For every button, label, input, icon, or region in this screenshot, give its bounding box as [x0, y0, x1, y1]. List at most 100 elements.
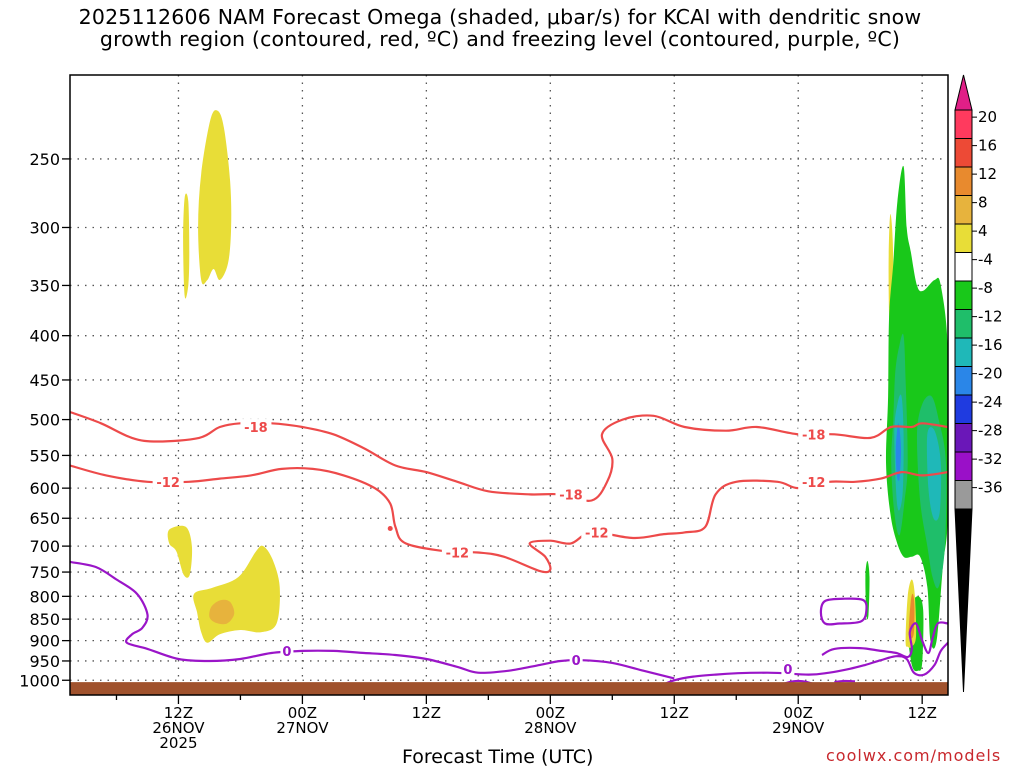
freezing-contour-late-main	[642, 641, 948, 695]
credit-link[interactable]: coolwx.com/models	[826, 746, 1002, 765]
colorbar-top-arrow	[954, 74, 973, 111]
contour-line-1	[70, 464, 948, 574]
y-tick-label-900: 900	[29, 632, 60, 651]
colorbar-label-11: -28	[978, 422, 1003, 440]
contour-label-2-0: 0	[282, 645, 291, 660]
omega-late-blue	[895, 423, 902, 481]
colorbar: 20 16 12 8 4 -4 -8 -12 -16 -20 -24 -28 -32 -36	[954, 74, 1003, 693]
contour-label-bg-2-2	[781, 660, 795, 677]
title-line-2: growth region (contoured, red, ºC) and f…	[99, 27, 901, 51]
y-tick-label-600: 600	[29, 479, 60, 498]
y-tick-label-250: 250	[29, 150, 60, 169]
contour-label-1-2: -12	[585, 526, 609, 541]
colorbar-label-1: 16	[978, 137, 997, 155]
y-tick-label-450: 450	[29, 371, 60, 390]
contour-label-bg-1-1	[441, 544, 473, 561]
temperature-contours: -18 -18 -18 -12 -12 -12 -12 0 0 0	[70, 410, 948, 680]
colorbar-segment-2	[954, 166, 973, 196]
omega-upper-small-blob	[183, 193, 190, 299]
colorbar-segment-5	[954, 252, 973, 282]
colorbar-label-13: -36	[978, 479, 1003, 497]
colorbar-segment-1	[954, 138, 973, 168]
freezing-contour-late-edge-2	[834, 679, 856, 684]
y-tick-label-700: 700	[29, 537, 60, 556]
colorbar-segment-10	[954, 394, 973, 424]
y-tick-label-350: 350	[29, 276, 60, 295]
colorbar-label-5: -4	[978, 251, 993, 269]
y-tick-label-550: 550	[29, 446, 60, 465]
contour-label-bg-0-1	[555, 486, 587, 503]
colorbar-segment-13	[954, 480, 973, 510]
y-tick-label-650: 650	[29, 509, 60, 528]
colorbar-segment-6	[954, 280, 973, 310]
y-tick-label-300: 300	[29, 218, 60, 237]
colorbar-segment-11	[954, 423, 973, 453]
omega-shading	[167, 110, 948, 672]
contour-label-bg-1-3	[798, 473, 830, 490]
y-tick-label-800: 800	[29, 587, 60, 606]
colorbar-segment-12	[954, 451, 973, 481]
contour-label-bg-0-2	[798, 426, 830, 443]
colorbar-segment-3	[954, 195, 973, 225]
x-tick-label-72-0: 12Z	[907, 704, 936, 722]
contour-label-bg-0-0	[240, 419, 272, 436]
contour-line-2	[70, 560, 675, 680]
x-tick-label-36-1: 28NOV	[524, 719, 577, 737]
x-tick-label-0-1: 26NOV	[152, 719, 205, 737]
y-tick-label-500: 500	[29, 411, 60, 430]
contour-label-0-1: -18	[559, 488, 583, 503]
y-tick-label-950: 950	[29, 652, 60, 671]
x-tick-label-12-1: 27NOV	[276, 719, 329, 737]
contour-label-1-1: -12	[446, 547, 470, 562]
x-axis-title: Forecast Time (UTC)	[402, 746, 594, 768]
x-tick-label-0-2: 2025	[159, 734, 197, 752]
omega-upper-large-blob	[198, 110, 232, 285]
freezing-contour-late-loop	[819, 597, 868, 626]
x-tick-label-12-0: 00Z	[288, 704, 317, 722]
contour-label-2-1: 0	[572, 654, 581, 669]
terrain-surface	[70, 682, 948, 695]
colorbar-segment-9	[954, 366, 973, 396]
freezing-contour-late-upper	[821, 621, 948, 659]
contour-label-bg-1-2	[581, 524, 613, 541]
y-tick-label-850: 850	[29, 610, 60, 629]
y-tick-label-400: 400	[29, 327, 60, 346]
colorbar-segment-4	[954, 223, 973, 253]
omega-late-orange-low	[908, 593, 915, 639]
colorbar-label-3: 8	[978, 194, 988, 212]
colorbar-segment-8	[954, 337, 973, 367]
contour-label-1-0: -12	[156, 476, 180, 491]
colorbar-segment-7	[954, 309, 973, 339]
colorbar-label-4: 4	[978, 222, 988, 240]
contour-label-2-2: 0	[783, 663, 792, 678]
y-tick-label-1000: 1000	[19, 671, 60, 690]
x-tick-label-0-0: 12Z	[164, 704, 193, 722]
title-line-1: 2025112606 NAM Forecast Omega (shaded, μ…	[78, 5, 922, 29]
y-axis: 250 300 350 400 450 500 550 600 650 700 750 800 850 9…	[19, 150, 70, 690]
contour-label-bg-1-0	[152, 473, 184, 490]
contour-label-bg-2-1	[569, 652, 583, 669]
colorbar-label-2: 12	[978, 165, 997, 183]
colorbar-label-10: -24	[978, 393, 1003, 411]
contour-label-0-0: -18	[244, 421, 268, 436]
colorbar-label-7: -12	[978, 308, 1003, 326]
colorbar-segment-0	[954, 109, 973, 139]
colorbar-label-0: 20	[978, 108, 997, 126]
omega-low-core	[209, 599, 235, 625]
contour-dot	[387, 526, 393, 532]
colorbar-label-6: -8	[978, 279, 993, 297]
x-tick-label-60-1: 29NOV	[772, 719, 825, 737]
contour-label-bg-2-0	[280, 642, 294, 659]
x-tick-label-60-0: 00Z	[784, 704, 813, 722]
x-tick-label-48-0: 12Z	[660, 704, 689, 722]
freezing-level-extra-contours	[642, 597, 948, 695]
x-tick-label-36-0: 00Z	[536, 704, 565, 722]
y-tick-label-750: 750	[29, 563, 60, 582]
contour-label-0-2: -18	[802, 428, 826, 443]
colorbar-label-12: -32	[978, 450, 1003, 468]
contour-label-1-3: -12	[802, 476, 826, 491]
omega-low-left-blob	[167, 525, 193, 578]
x-tick-label-24-0: 12Z	[412, 704, 441, 722]
